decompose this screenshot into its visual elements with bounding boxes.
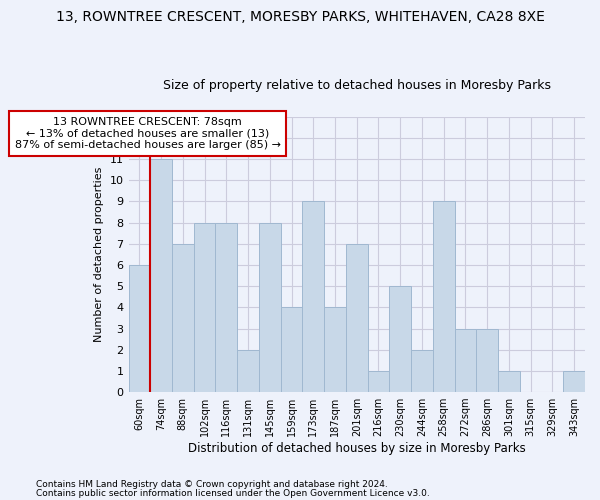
Bar bbox=[150, 159, 172, 392]
Text: 13, ROWNTREE CRESCENT, MORESBY PARKS, WHITEHAVEN, CA28 8XE: 13, ROWNTREE CRESCENT, MORESBY PARKS, WH… bbox=[56, 10, 544, 24]
Bar bbox=[128, 265, 150, 392]
Title: Size of property relative to detached houses in Moresby Parks: Size of property relative to detached ho… bbox=[163, 79, 551, 92]
Bar bbox=[368, 371, 389, 392]
Bar bbox=[498, 371, 520, 392]
Bar bbox=[346, 244, 368, 392]
X-axis label: Distribution of detached houses by size in Moresby Parks: Distribution of detached houses by size … bbox=[188, 442, 526, 455]
Text: 13 ROWNTREE CRESCENT: 78sqm
← 13% of detached houses are smaller (13)
87% of sem: 13 ROWNTREE CRESCENT: 78sqm ← 13% of det… bbox=[14, 117, 281, 150]
Bar bbox=[389, 286, 411, 392]
Bar bbox=[455, 328, 476, 392]
Bar bbox=[563, 371, 585, 392]
Bar bbox=[433, 202, 455, 392]
Bar bbox=[324, 308, 346, 392]
Bar bbox=[281, 308, 302, 392]
Y-axis label: Number of detached properties: Number of detached properties bbox=[94, 166, 104, 342]
Bar bbox=[194, 222, 215, 392]
Bar bbox=[302, 202, 324, 392]
Bar bbox=[215, 222, 237, 392]
Bar bbox=[476, 328, 498, 392]
Bar bbox=[259, 222, 281, 392]
Text: Contains public sector information licensed under the Open Government Licence v3: Contains public sector information licen… bbox=[36, 490, 430, 498]
Bar bbox=[172, 244, 194, 392]
Bar bbox=[411, 350, 433, 392]
Text: Contains HM Land Registry data © Crown copyright and database right 2024.: Contains HM Land Registry data © Crown c… bbox=[36, 480, 388, 489]
Bar bbox=[237, 350, 259, 392]
